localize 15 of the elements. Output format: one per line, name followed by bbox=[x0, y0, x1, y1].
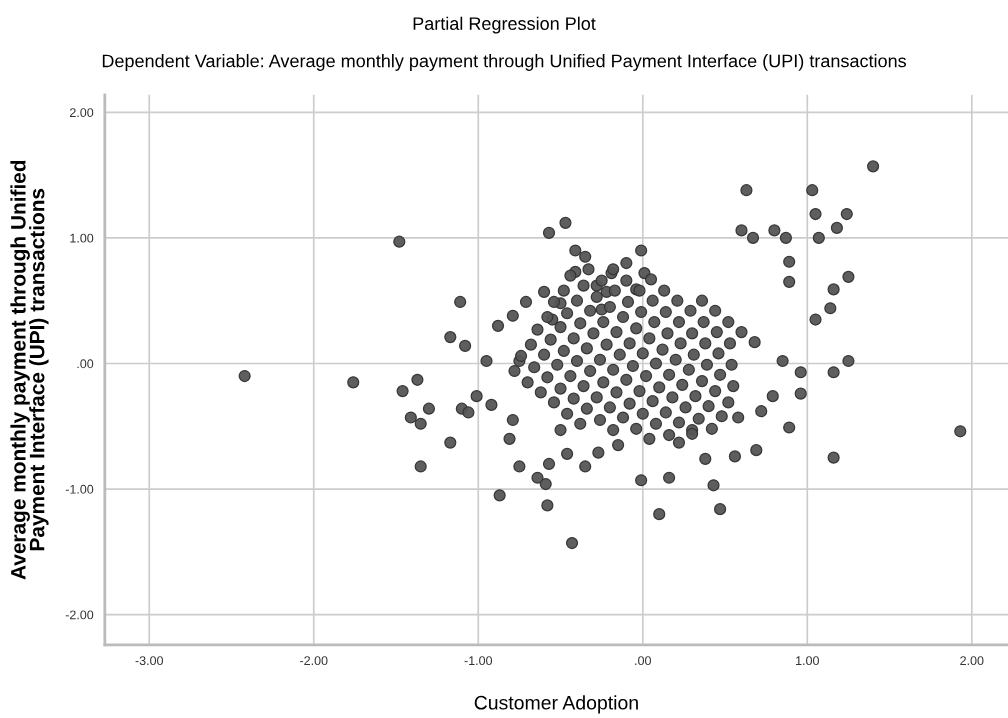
y-tick-label: .00 bbox=[77, 359, 94, 369]
chart-subtitle: Dependent Variable: Average monthly payment through Unified Payment Interface (UPI) transactions bbox=[102, 54, 907, 71]
y-tick-label: -1.00 bbox=[65, 484, 94, 494]
x-tick-label: 2.00 bbox=[960, 656, 984, 666]
y-tick-label: -2.00 bbox=[65, 610, 94, 620]
y-tick-label: 1.00 bbox=[70, 233, 94, 243]
y-axis-title: Average monthly payment through Unified Payment Interface (UPI) transactions bbox=[10, 160, 49, 580]
y-tick-label: 2.00 bbox=[70, 108, 94, 118]
x-tick-label: -2.00 bbox=[300, 656, 328, 666]
x-tick-label: -3.00 bbox=[135, 656, 164, 666]
chart-title: Partial Regression Plot bbox=[413, 16, 596, 34]
x-axis-title: Customer Adoption bbox=[474, 695, 638, 714]
x-tick-label: 1.00 bbox=[796, 656, 819, 666]
x-tick-label: .00 bbox=[635, 656, 651, 666]
x-tick-label: -1.00 bbox=[464, 656, 493, 666]
